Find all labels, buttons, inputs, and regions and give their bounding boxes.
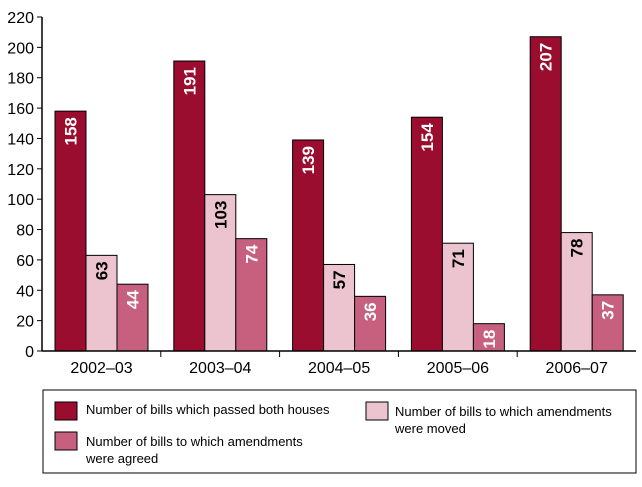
bar	[173, 60, 206, 352]
y-axis-ticks: 0 20 40 60 80 100 120 140 160 180 200 220	[7, 10, 42, 361]
bar	[85, 254, 118, 352]
data-label: 18	[480, 330, 499, 349]
y-tick-label: 80	[16, 223, 34, 240]
y-tick-label: 220	[7, 10, 34, 27]
bar	[441, 242, 474, 352]
bar	[591, 294, 624, 352]
data-label: 44	[124, 290, 143, 309]
y-tick-label: 40	[16, 283, 34, 300]
data-label: 71	[449, 249, 468, 268]
bars: 158 63 44 191 103 74 139 57 36 154 71 18 207 78 37	[54, 36, 624, 352]
data-label: 139	[299, 146, 318, 174]
y-tick-label: 140	[7, 131, 34, 148]
legend-label: were agreed	[85, 451, 158, 466]
data-label: 103	[211, 201, 230, 229]
legend: Number of bills which passed both houses…	[42, 389, 637, 474]
y-tick-label: 180	[7, 71, 34, 88]
legend-label: Number of bills which passed both houses	[86, 402, 330, 417]
legend-swatch	[54, 431, 78, 451]
y-tick-label: 100	[7, 192, 34, 209]
y-tick-label: 0	[25, 344, 34, 361]
x-category-label: 2004–05	[308, 360, 370, 377]
bar	[204, 194, 237, 352]
x-category-label: 2003–04	[189, 360, 251, 377]
bar	[54, 110, 87, 352]
bar	[410, 116, 443, 352]
y-tick-label: 120	[7, 162, 34, 179]
x-category-label: 2006–07	[546, 360, 608, 377]
legend-label: Number of bills to which amendments	[395, 404, 612, 419]
y-tick-label: 20	[16, 314, 34, 331]
legend-swatch	[54, 401, 78, 421]
data-label: 207	[537, 43, 556, 71]
bar	[560, 232, 593, 352]
legend-swatch	[365, 401, 389, 421]
data-label: 63	[93, 261, 112, 280]
data-label: 78	[568, 239, 587, 258]
bar	[529, 36, 562, 352]
bar	[472, 323, 505, 352]
legend-label: Number of bills to which amendments	[86, 434, 303, 449]
legend-label: were moved	[394, 421, 466, 436]
bar	[116, 283, 149, 352]
legend-box	[42, 389, 637, 474]
bar	[235, 238, 268, 352]
data-label: 191	[180, 67, 199, 95]
x-category-label: 2005–06	[427, 360, 489, 377]
data-label: 57	[330, 270, 349, 289]
axes: 2002–03 2003–04 2004–05 2005–06 2006–07	[41, 17, 636, 377]
data-label: 36	[361, 302, 380, 321]
data-label: 154	[418, 123, 437, 152]
y-tick-label: 160	[7, 101, 34, 118]
bar	[354, 295, 387, 352]
data-label: 158	[62, 117, 81, 145]
y-tick-label: 200	[7, 40, 34, 57]
data-label: 37	[599, 301, 618, 320]
data-label: 74	[242, 244, 261, 263]
x-category-label: 2002–03	[70, 360, 132, 377]
y-tick-label: 60	[16, 253, 34, 270]
